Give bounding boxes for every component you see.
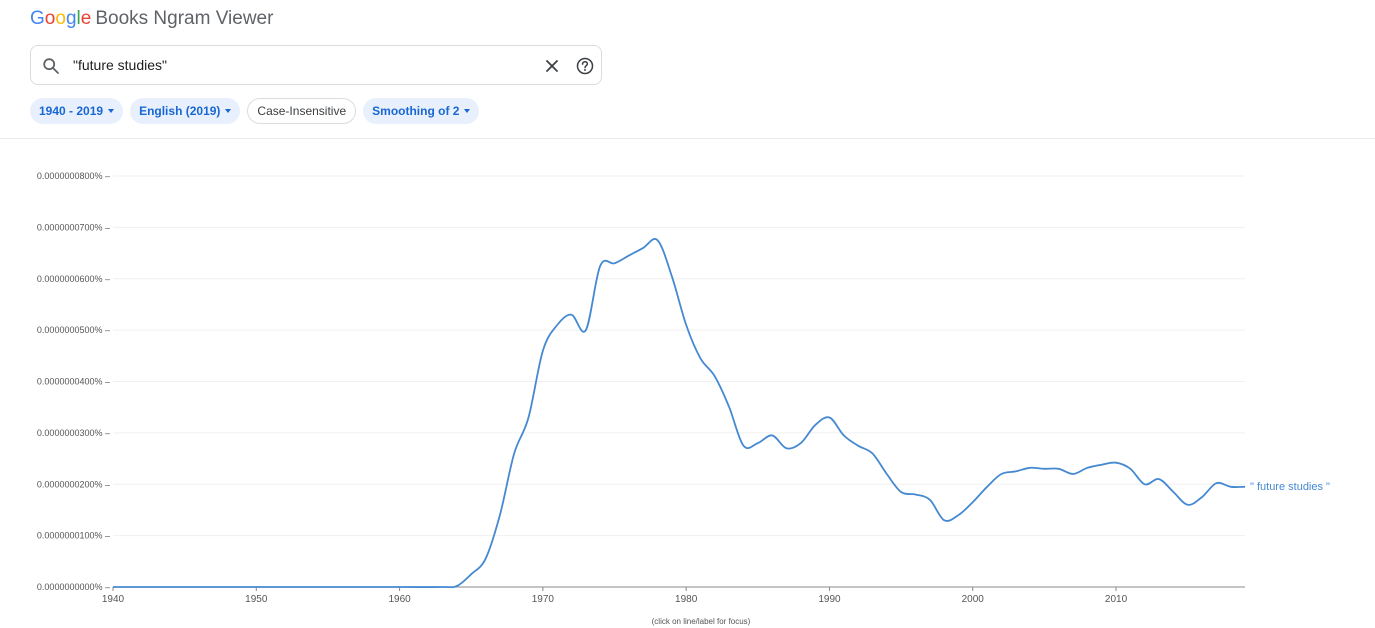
header-divider bbox=[0, 138, 1375, 139]
ngram-chart: 0.0000000000% – 0.0000000100% – 0.00000002… bbox=[37, 171, 1330, 626]
caret-down-icon bbox=[225, 109, 232, 113]
logo-letter: G bbox=[30, 8, 45, 29]
y-tick-label: 0.0000000800% – bbox=[37, 171, 110, 181]
y-tick-label: 0.0000000300% – bbox=[37, 428, 110, 438]
corpus-chip[interactable]: English (2019) bbox=[130, 98, 241, 124]
filter-chips: 1940 - 2019 English (2019) Case-Insensit… bbox=[30, 98, 480, 124]
year-range-label: 1940 - 2019 bbox=[39, 104, 104, 118]
logo-letter: o bbox=[44, 8, 56, 29]
chart-footnote: (click on line/label for focus) bbox=[652, 617, 751, 626]
logo-letter: g bbox=[65, 8, 77, 29]
corpus-label: English (2019) bbox=[139, 104, 221, 118]
x-tick-label: 1980 bbox=[675, 594, 698, 605]
y-tick-label: 0.0000000600% – bbox=[37, 274, 110, 284]
series-label[interactable]: " future studies " bbox=[1250, 481, 1330, 493]
series-line[interactable] bbox=[113, 238, 1246, 589]
y-tick-label: 0.0000000700% – bbox=[37, 222, 110, 232]
smoothing-label: Smoothing of 2 bbox=[372, 104, 460, 118]
x-tick-label: 1940 bbox=[102, 594, 125, 605]
case-insensitive-chip[interactable]: Case-Insensitive bbox=[247, 98, 357, 124]
app-title: Books Ngram Viewer bbox=[95, 8, 274, 29]
app-logo[interactable]: Google Books Ngram Viewer bbox=[30, 8, 273, 30]
search-box bbox=[30, 45, 602, 85]
y-tick-label: 0.0000000000% – bbox=[37, 582, 110, 592]
x-tick-label: 1960 bbox=[388, 594, 411, 605]
search-input[interactable] bbox=[73, 54, 523, 76]
search-icon[interactable] bbox=[42, 57, 60, 75]
x-tick-label: 1970 bbox=[532, 594, 555, 605]
caret-down-icon bbox=[464, 109, 471, 113]
x-tick-label: 1990 bbox=[818, 594, 841, 605]
logo-letter: l bbox=[76, 8, 81, 29]
help-icon[interactable] bbox=[575, 56, 595, 76]
caret-down-icon bbox=[108, 109, 115, 113]
x-tick-label: 2000 bbox=[962, 594, 985, 605]
x-tick-label: 1950 bbox=[245, 594, 268, 605]
y-tick-label: 0.0000000400% – bbox=[37, 377, 110, 387]
year-range-chip[interactable]: 1940 - 2019 bbox=[30, 98, 124, 124]
close-icon[interactable] bbox=[543, 57, 561, 75]
logo-letter: o bbox=[55, 8, 66, 29]
x-tick-label: 2010 bbox=[1105, 594, 1128, 605]
logo-letter: e bbox=[80, 8, 92, 29]
y-tick-label: 0.0000000200% – bbox=[37, 479, 110, 489]
y-tick-label: 0.0000000100% – bbox=[37, 531, 110, 541]
case-insensitive-label: Case-Insensitive bbox=[257, 104, 347, 118]
smoothing-chip[interactable]: Smoothing of 2 bbox=[363, 98, 480, 124]
y-tick-label: 0.0000000500% – bbox=[37, 325, 110, 335]
